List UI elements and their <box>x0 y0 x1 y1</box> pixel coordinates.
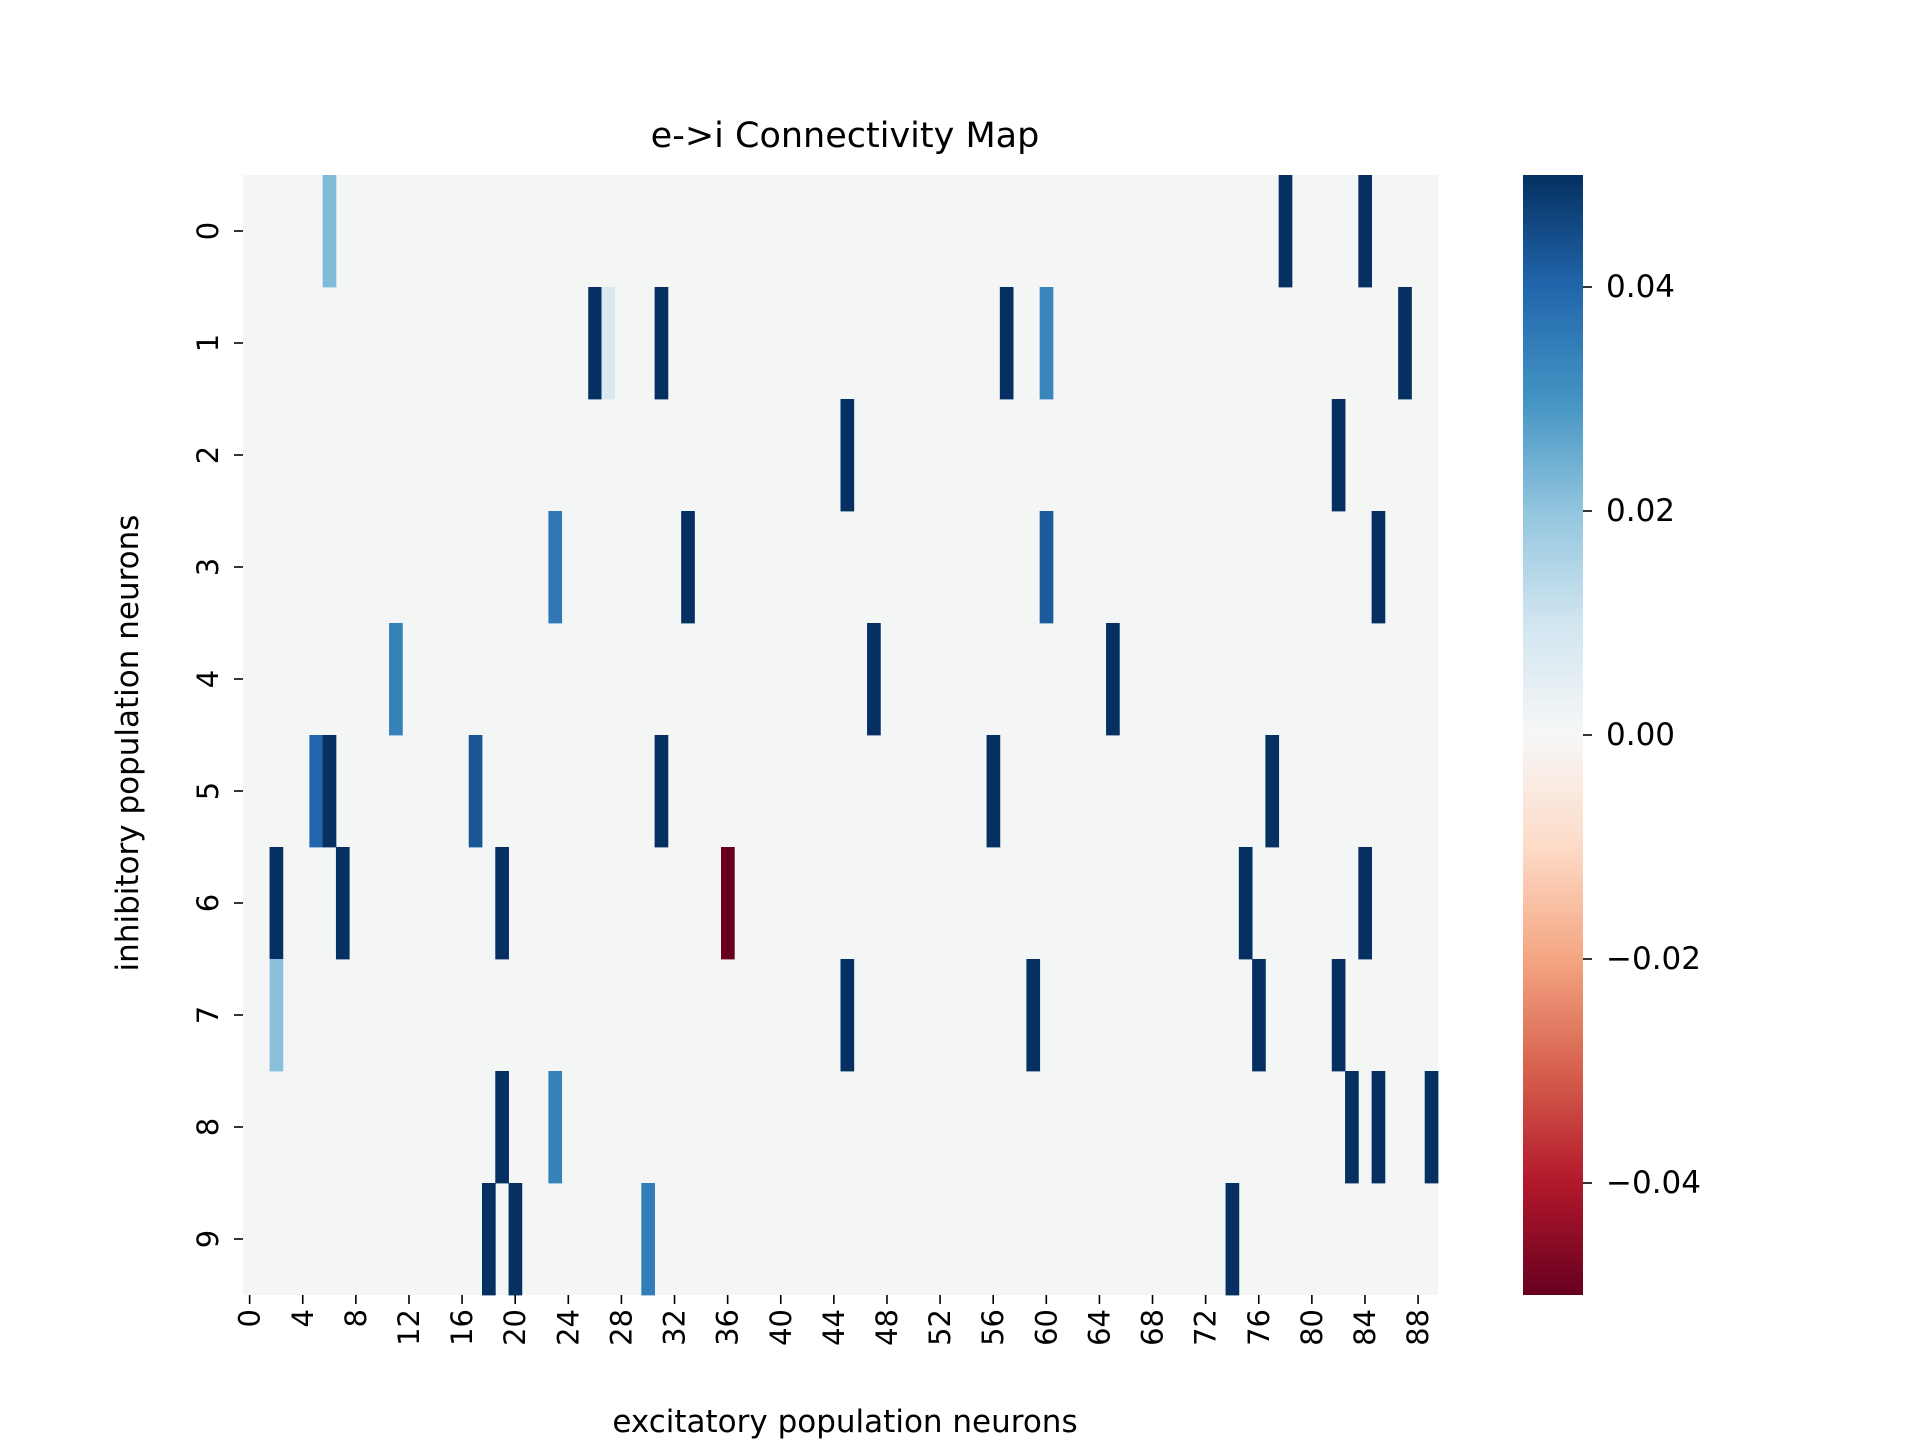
heatmap-cell <box>269 959 284 1072</box>
y-tick-label: 0 <box>191 222 225 240</box>
heatmap-cell <box>1371 1071 1386 1184</box>
colorbar-gradient <box>1523 175 1583 1295</box>
heatmap-cell <box>309 735 324 848</box>
heatmap-cell <box>1252 959 1266 1072</box>
y-axis: 0 1 2 3 4 5 6 7 8 9 <box>191 222 243 1248</box>
heatmap-cell <box>468 735 483 848</box>
heatmap-cell <box>601 287 616 400</box>
colorbar-tick-label: 0.00 <box>1606 717 1675 753</box>
heatmap-background <box>243 175 1438 1295</box>
colorbar-tick-label: 0.04 <box>1606 269 1675 305</box>
x-tick-label: 84 <box>1348 1309 1382 1346</box>
x-tick-label: 20 <box>498 1309 532 1346</box>
heatmap-cell <box>1265 735 1280 848</box>
x-tick-label: 8 <box>339 1309 373 1327</box>
heatmap-cell <box>588 287 602 400</box>
x-tick-label: 40 <box>764 1309 798 1346</box>
heatmap-cell <box>681 511 695 624</box>
x-tick-label: 36 <box>711 1309 745 1346</box>
heatmap-cell <box>1358 847 1373 960</box>
heatmap-cell <box>335 847 350 960</box>
heatmap-cell <box>548 1071 563 1184</box>
heatmap-cell <box>721 847 735 960</box>
heatmap-cell <box>548 511 563 624</box>
y-tick-label: 3 <box>191 558 225 576</box>
x-tick-label: 80 <box>1295 1309 1329 1346</box>
x-tick-label: 76 <box>1242 1309 1276 1346</box>
heatmap-cell <box>1225 1183 1240 1296</box>
heatmap-cell <box>322 735 337 848</box>
heatmap-cell <box>1398 287 1412 400</box>
x-tick-label: 32 <box>658 1309 692 1346</box>
heatmap-cell <box>840 959 855 1072</box>
heatmap-cell <box>999 287 1014 400</box>
colorbar-tick-label: −0.02 <box>1606 941 1701 977</box>
heatmap-cell <box>1331 399 1346 512</box>
x-tick-label: 52 <box>923 1309 957 1346</box>
x-tick-label: 12 <box>392 1309 426 1346</box>
heatmap-cell <box>482 1183 496 1296</box>
heatmap-cell <box>1424 1071 1439 1184</box>
heatmap-cell <box>495 847 509 960</box>
x-tick-label: 16 <box>445 1309 479 1346</box>
y-tick-label: 8 <box>191 1118 225 1136</box>
heatmap-cell <box>867 623 881 736</box>
y-tick-label: 6 <box>191 894 225 912</box>
x-tick-label: 48 <box>870 1309 904 1346</box>
x-tick-label: 64 <box>1082 1309 1116 1346</box>
heatmap-cell <box>1358 175 1373 288</box>
y-tick-label: 9 <box>191 1230 225 1248</box>
heatmap-cell <box>322 175 337 288</box>
heatmap-cell <box>1039 287 1054 400</box>
x-tick-label: 68 <box>1136 1309 1170 1346</box>
heatmap-cell <box>495 1071 509 1184</box>
heatmap-cell <box>389 623 403 736</box>
heatmap-cell <box>641 1183 656 1296</box>
heatmap-cell <box>1238 847 1253 960</box>
heatmap-cell <box>1026 959 1041 1072</box>
heatmap-cell <box>1278 175 1293 288</box>
y-tick-label: 7 <box>191 1006 225 1024</box>
x-tick-label: 88 <box>1401 1309 1435 1346</box>
colorbar-tick-label: 0.02 <box>1606 493 1675 529</box>
heatmap-cell <box>1331 959 1346 1072</box>
y-tick-label: 5 <box>191 782 225 800</box>
heatmap-cell <box>269 847 284 960</box>
colorbar: 0.04 0.02 0.00 −0.02 −0.04 <box>1523 175 1701 1295</box>
x-tick-label: 44 <box>817 1309 851 1346</box>
heatmap-cell <box>840 399 855 512</box>
y-tick-label: 4 <box>191 670 225 688</box>
x-tick-label: 72 <box>1189 1309 1223 1346</box>
x-tick-label: 28 <box>604 1309 638 1346</box>
x-axis-label: excitatory population neurons <box>612 1404 1077 1440</box>
x-tick-label: 60 <box>1029 1309 1063 1346</box>
heatmap-cell <box>1345 1071 1359 1184</box>
chart-title: e->i Connectivity Map <box>651 116 1040 156</box>
heatmap-cell <box>1371 511 1386 624</box>
colorbar-tick-label: −0.04 <box>1606 1165 1701 1201</box>
y-tick-label: 2 <box>191 446 225 464</box>
heatmap-cell <box>1106 623 1120 736</box>
x-tick-label: 4 <box>286 1309 320 1327</box>
x-axis: 0 4 8 12 16 20 24 28 32 36 40 44 48 52 56 60 64 68 72 76 80 8… <box>233 1295 1435 1346</box>
heatmap-cell <box>986 735 1001 848</box>
y-axis-label: inhibitory population neurons <box>110 515 146 972</box>
heatmap-cell <box>1039 511 1054 624</box>
x-tick-label: 56 <box>976 1309 1010 1346</box>
heatmap-plot-area <box>243 175 1439 1296</box>
heatmap-cell <box>654 287 669 400</box>
heatmap-cell <box>654 735 669 848</box>
x-tick-label: 24 <box>551 1309 585 1346</box>
x-tick-label: 0 <box>233 1309 267 1327</box>
y-tick-label: 1 <box>191 334 225 352</box>
heatmap-cell <box>508 1183 523 1296</box>
